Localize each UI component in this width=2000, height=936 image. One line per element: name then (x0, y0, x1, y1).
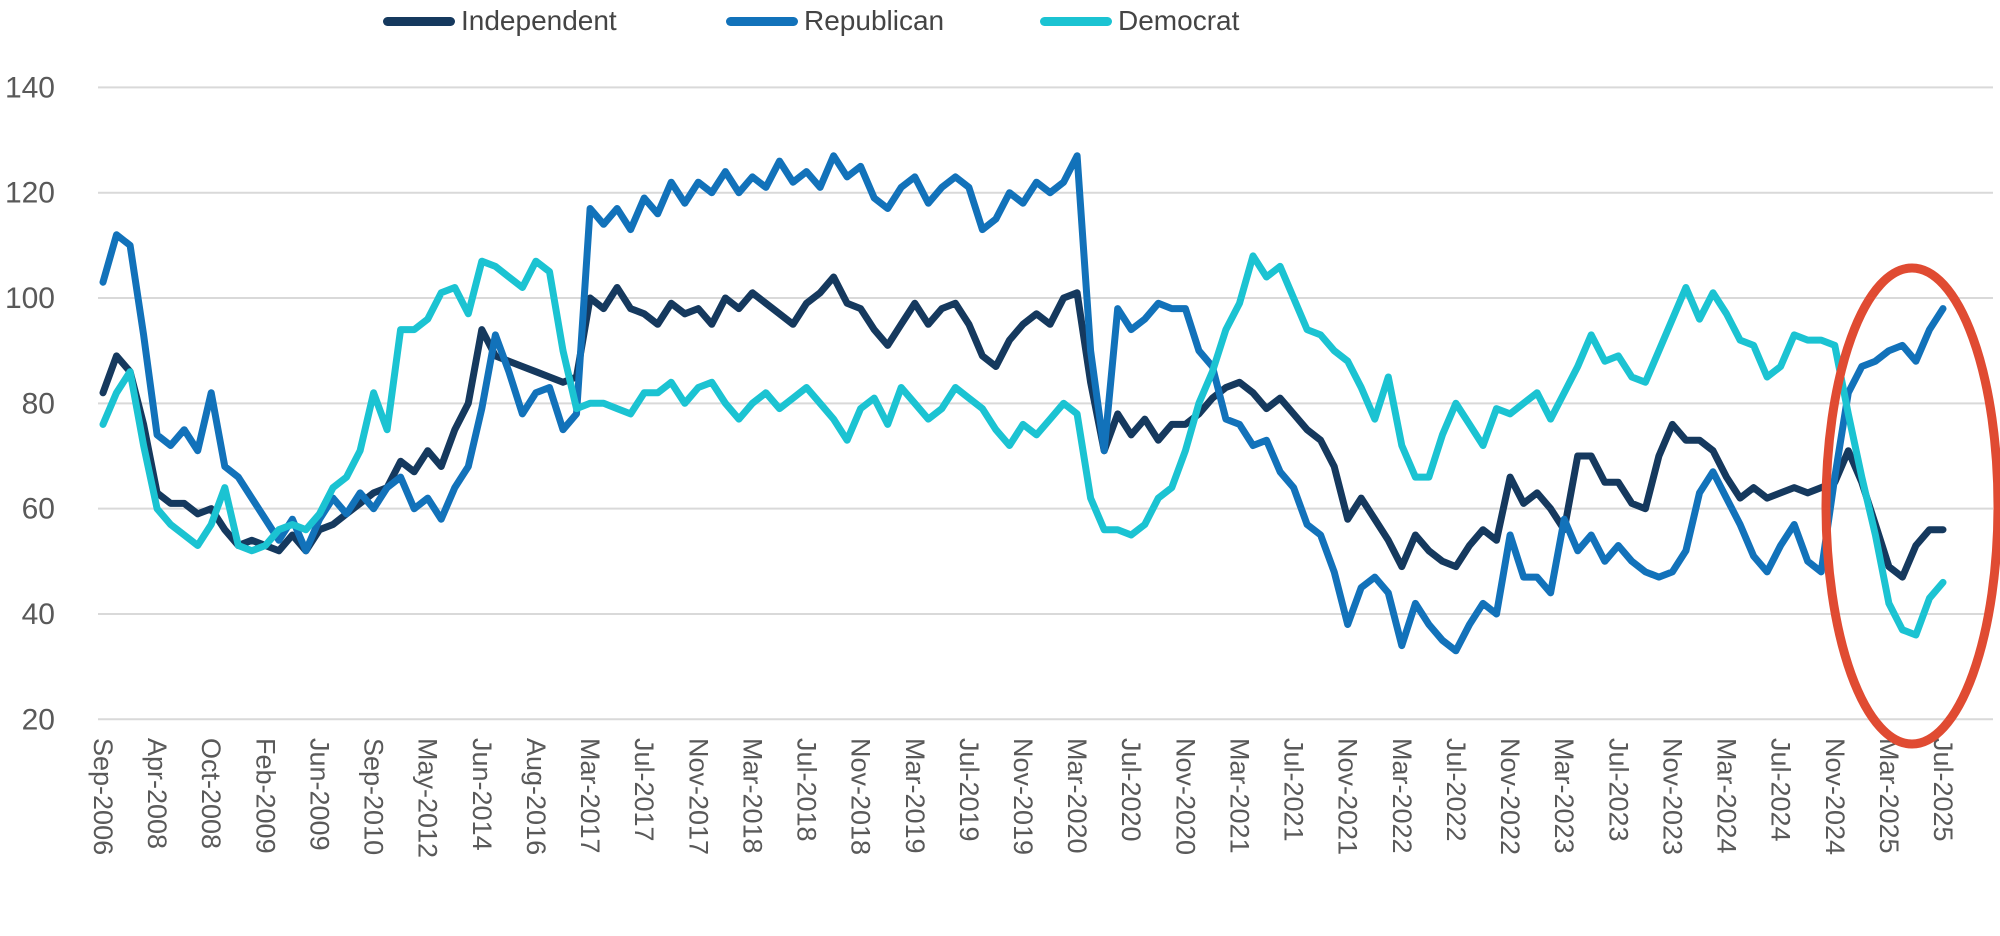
x-axis-tick-label: Nov-2024 (1820, 738, 1850, 855)
x-axis-tick-label: Aug-2016 (521, 738, 551, 855)
x-axis-tick-label: Nov-2017 (683, 738, 713, 855)
y-axis-tick-label: 100 (5, 282, 55, 315)
x-axis-tick-label: Nov-2022 (1495, 738, 1525, 855)
x-axis-tick-label: Jul-2021 (1279, 738, 1309, 842)
x-axis-tick-label: Jun-2014 (467, 738, 497, 851)
y-axis-tick-label: 80 (22, 387, 55, 420)
x-axis-tick-label: Feb-2009 (250, 738, 280, 854)
legend-item-independent: Independent (383, 2, 617, 40)
independent-line-swatch-icon (383, 16, 455, 26)
series-line-independent (99, 273, 1947, 581)
legend-item-democrat: Democrat (1040, 2, 1239, 40)
x-axis-tick-label: Jul-2017 (629, 738, 659, 842)
x-axis-tick-label: Jul-2024 (1766, 738, 1796, 842)
x-axis-tick-label: Jul-2019 (954, 738, 984, 842)
x-axis-tick-label: Jul-2025 (1928, 738, 1958, 842)
x-axis-tick-label: Apr-2008 (142, 738, 172, 849)
x-axis-tick-label: Mar-2025 (1874, 738, 1904, 854)
democrat-line-swatch-icon (1040, 16, 1112, 26)
y-axis-tick-label: 20 (22, 703, 55, 736)
legend-label: Independent (461, 5, 617, 36)
x-axis-tick-label: Nov-2019 (1008, 738, 1038, 855)
x-axis-tick-label: Mar-2020 (1062, 738, 1092, 854)
highlight-ellipse-annotation (1821, 263, 2000, 749)
x-axis-tick-label: May-2012 (413, 738, 443, 858)
republican-line-swatch-icon (726, 16, 798, 26)
series-line-democrat (99, 252, 1947, 639)
legend-label: Democrat (1118, 5, 1240, 36)
x-axis-tick-label: Sep-2006 (88, 738, 118, 855)
y-axis-tick-label: 60 (22, 493, 55, 526)
legend-item-republican: Republican (726, 2, 944, 40)
x-axis-tick-label: Mar-2021 (1225, 738, 1255, 854)
x-axis-tick-label: Nov-2021 (1333, 738, 1363, 855)
x-axis-tick-label: Nov-2018 (846, 738, 876, 855)
y-axis-tick-label: 120 (5, 177, 55, 210)
x-axis-tick-label: Oct-2008 (196, 738, 226, 849)
y-axis-tick-label: 40 (22, 598, 55, 631)
y-axis-tick-label: 140 (5, 71, 55, 104)
series-line-republican (99, 152, 1947, 655)
chart-legend: Independent Republican Democrat (0, 0, 2000, 44)
x-axis-tick-label: Mar-2023 (1549, 738, 1579, 854)
legend-label: Republican (804, 5, 945, 36)
x-axis-tick-label: Mar-2022 (1387, 738, 1417, 854)
x-axis-tick-label: Mar-2018 (737, 738, 767, 854)
x-axis-tick-label: Jul-2022 (1441, 738, 1471, 842)
x-axis-tick-label: Nov-2020 (1170, 738, 1200, 855)
x-axis-tick-label: Jul-2018 (792, 738, 822, 842)
x-axis-tick-label: Mar-2017 (575, 738, 605, 854)
x-axis-tick-label: Nov-2023 (1657, 738, 1687, 855)
x-axis-tick-label: Mar-2024 (1712, 738, 1742, 854)
x-axis-tick-label: Jul-2020 (1116, 738, 1146, 842)
x-axis-tick-label: Jul-2023 (1603, 738, 1633, 842)
x-axis-tick-label: Mar-2019 (900, 738, 930, 854)
x-axis-tick-label: Jun-2009 (305, 738, 335, 851)
x-axis-tick-label: Sep-2010 (359, 738, 389, 855)
